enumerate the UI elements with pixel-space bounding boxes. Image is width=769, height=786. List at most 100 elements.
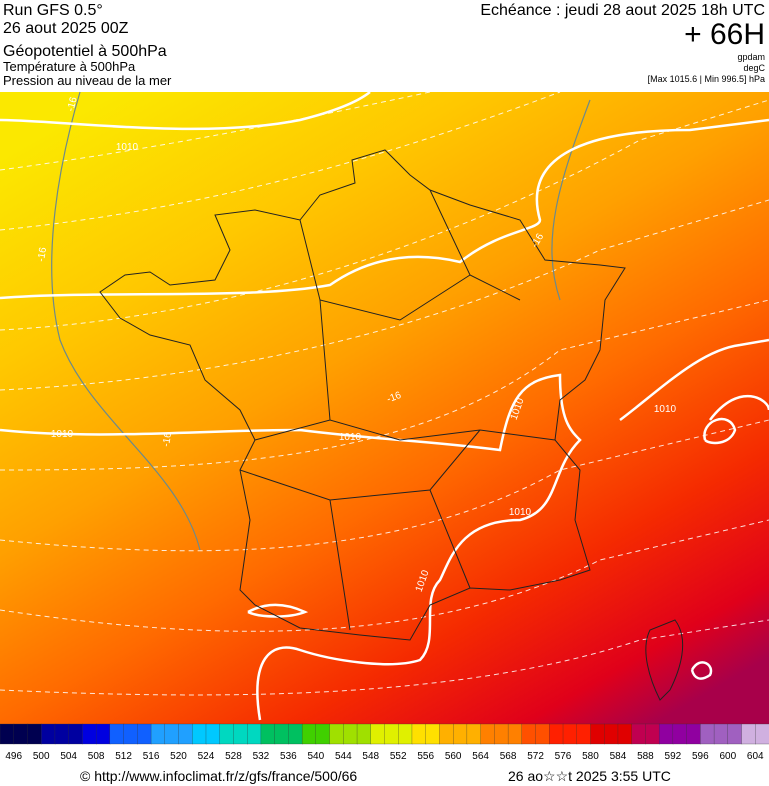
scale-cell (700, 723, 715, 745)
scale-cell (384, 723, 399, 745)
scale-cell (301, 723, 317, 745)
scale-cell (549, 723, 564, 745)
contour-label: -16 (385, 390, 403, 405)
scale-cell (205, 723, 221, 745)
scale-label: 572 (527, 751, 544, 762)
scale-cell (68, 723, 84, 745)
run-title: Run GFS 0.5° (3, 2, 103, 19)
scale-cell (631, 723, 647, 745)
scale-cell (645, 723, 660, 745)
scale-cell (356, 723, 372, 745)
scale-cell (315, 723, 331, 745)
scale-cell (164, 723, 180, 745)
field-temperature: Température à 500hPa (3, 59, 136, 74)
scale-label: 512 (115, 751, 132, 762)
isobar (0, 91, 769, 721)
temperature-contour (51, 91, 591, 551)
scale-cell (411, 723, 427, 745)
scale-label: 568 (500, 751, 517, 762)
scale-cell (233, 723, 248, 745)
scale-label: 596 (692, 751, 709, 762)
scale-cell (27, 723, 42, 745)
scale-label: 536 (280, 751, 297, 762)
scale-label: 580 (582, 751, 599, 762)
scale-cell (658, 723, 674, 745)
scale-cell (741, 723, 756, 745)
contour-label: 1010 (654, 404, 677, 415)
color-scale: 496 500 504 508 512 516 520 524 528 532 536 540 544 5… (0, 723, 769, 762)
scale-label: 592 (665, 751, 682, 762)
scale-label: 532 (253, 751, 270, 762)
scale-cell (480, 723, 496, 745)
pressure-range: [Max 1015.6 | Min 996.5] hPa (648, 74, 765, 84)
scale-cell (562, 723, 578, 745)
scale-label: 504 (60, 751, 77, 762)
unit-gpdam: gpdam (737, 52, 765, 62)
scale-cell (755, 723, 769, 745)
scale-cell (439, 723, 454, 745)
scale-label: 560 (445, 751, 462, 762)
scale-cell (576, 723, 592, 745)
scale-label: 556 (417, 751, 434, 762)
scale-label: 584 (610, 751, 627, 762)
scale-cell (260, 723, 276, 745)
scale-cell (727, 723, 743, 745)
contour-label: 1010 (51, 429, 74, 440)
map-background (0, 92, 769, 724)
scale-label: 508 (88, 751, 105, 762)
scale-cell (109, 723, 125, 745)
scale-label: 520 (170, 751, 187, 762)
scale-label: 500 (33, 751, 50, 762)
scale-cell (672, 723, 688, 745)
footer-source: © http://www.infoclimat.fr/z/gfs/france/… (80, 768, 357, 784)
scale-cell (288, 723, 303, 745)
map (0, 91, 769, 724)
scale-cell (617, 723, 633, 745)
scale-cell (150, 723, 166, 745)
scale-cell (54, 723, 70, 745)
lead-time: + 66H (684, 18, 765, 51)
scale-label: 564 (472, 751, 489, 762)
scale-cell (521, 723, 537, 745)
scale-cell (604, 723, 619, 745)
scale-cell (82, 723, 97, 745)
scale-label: 516 (143, 751, 160, 762)
scale-label: 588 (637, 751, 654, 762)
contour-label: -16 (36, 246, 49, 263)
scale-cell (466, 723, 482, 745)
contour-label: -16 (161, 431, 174, 448)
scale-label: 604 (747, 751, 764, 762)
scale-label: 600 (719, 751, 736, 762)
unit-degc: degC (743, 63, 765, 73)
scale-cell (370, 723, 386, 745)
scale-cell (343, 723, 358, 745)
scale-cell (686, 723, 701, 745)
field-geopotential: Géopotentiel à 500hPa (3, 43, 167, 60)
scale-cell (453, 723, 468, 745)
field-pressure: Pression au niveau de la mer (3, 73, 172, 88)
country-borders (99, 149, 626, 641)
scale-label: 552 (390, 751, 407, 762)
contour-label: 1010 (116, 142, 139, 153)
scale-label: 496 (5, 751, 22, 762)
scale-cell (590, 723, 605, 745)
scale-cell (178, 723, 193, 745)
scale-cell (274, 723, 290, 745)
scale-cell (41, 723, 56, 745)
contour-label: 1010 (509, 507, 532, 518)
scale-cell (535, 723, 550, 745)
scale-cell (494, 723, 509, 745)
forecast-time: Echéance : jeudi 28 aout 2025 18h UTC (480, 2, 765, 19)
scale-cell (713, 723, 729, 745)
contour-label: 1010 (339, 432, 362, 443)
scale-cell (425, 723, 441, 745)
scale-label: 524 (198, 751, 215, 762)
run-date: 26 aout 2025 00Z (3, 20, 129, 37)
scale-cell (137, 723, 152, 745)
scale-cell (13, 723, 29, 745)
scale-label: 544 (335, 751, 352, 762)
scale-cell (507, 723, 523, 745)
